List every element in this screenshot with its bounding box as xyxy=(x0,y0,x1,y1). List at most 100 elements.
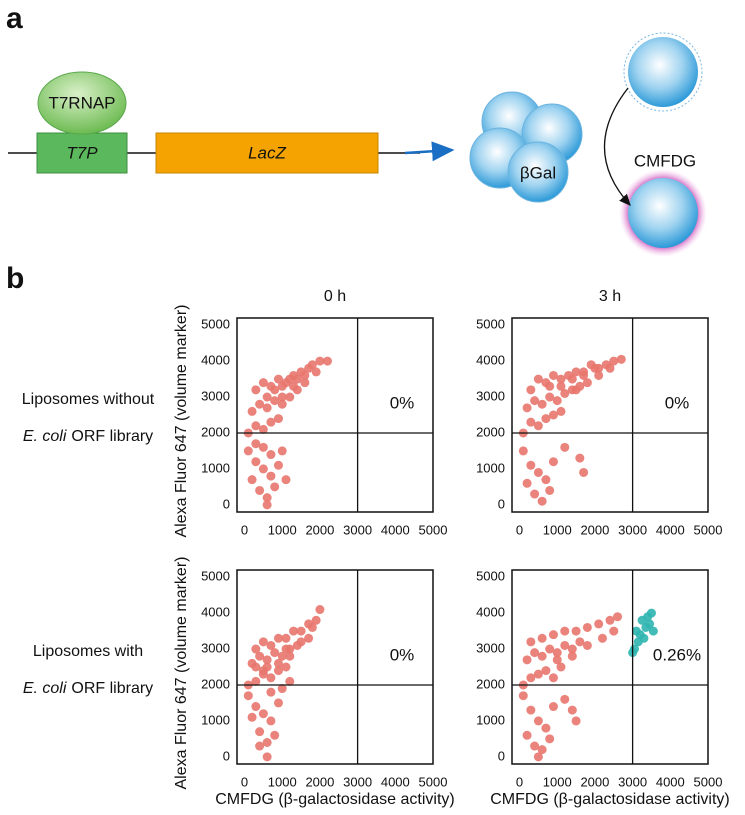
point xyxy=(637,615,647,625)
point xyxy=(552,396,562,406)
point xyxy=(307,360,317,370)
point xyxy=(605,363,615,373)
gene-box xyxy=(155,132,379,174)
y-tick-label: 0 xyxy=(223,748,230,763)
panel-label: a xyxy=(6,2,23,35)
point xyxy=(590,363,600,373)
point xyxy=(251,676,261,686)
point xyxy=(545,392,555,402)
point xyxy=(575,637,585,647)
point xyxy=(556,662,566,672)
point xyxy=(526,385,536,395)
point xyxy=(289,626,299,636)
y-tick-label: 2000 xyxy=(476,676,505,691)
x-tick-label: 1000 xyxy=(543,522,572,537)
point xyxy=(270,648,280,658)
point xyxy=(556,406,566,416)
arrow xyxy=(404,141,455,162)
point xyxy=(526,417,536,427)
point xyxy=(255,399,265,409)
x-tick-label: 1000 xyxy=(543,774,572,789)
point xyxy=(522,655,532,665)
point xyxy=(281,633,291,643)
point xyxy=(247,712,257,722)
scatter-plot: 0 1000 2000 3000 4000 5000 0 1000 2000 3000 4000 50… xyxy=(201,569,447,790)
point xyxy=(522,403,532,413)
plot-frame xyxy=(236,317,434,513)
row-label: Liposomes with xyxy=(33,643,143,660)
point xyxy=(648,626,658,636)
row-label-rest: ORF library xyxy=(71,428,153,445)
point xyxy=(285,676,295,686)
x-tick-label: 5000 xyxy=(694,522,723,537)
point xyxy=(537,633,547,643)
polymerase-label: T7RNAP xyxy=(48,93,115,112)
quadrant-percent: 0% xyxy=(390,393,415,412)
point xyxy=(530,489,540,499)
point xyxy=(548,702,558,712)
x-tick-label: 3000 xyxy=(618,522,647,537)
column-title: 0 h xyxy=(324,288,346,305)
point xyxy=(255,485,265,495)
point xyxy=(270,396,280,406)
point xyxy=(266,471,276,481)
y-tick-label: 5000 xyxy=(201,317,230,332)
y-tick-label: 3000 xyxy=(201,388,230,403)
x-tick-label: 0 xyxy=(241,522,248,537)
point xyxy=(533,421,543,431)
point xyxy=(533,752,543,762)
row-label: E. coli ORF library xyxy=(23,428,153,445)
y-tick-label: 2000 xyxy=(201,424,230,439)
point xyxy=(582,622,592,632)
point xyxy=(533,716,543,726)
point xyxy=(530,741,540,751)
quadrant-percent: 0% xyxy=(665,393,690,412)
point xyxy=(273,633,283,643)
point xyxy=(258,424,268,434)
point xyxy=(526,673,536,683)
x-tick-label: 3000 xyxy=(343,774,372,789)
point xyxy=(258,709,268,719)
point xyxy=(262,500,272,510)
point xyxy=(582,378,592,388)
point xyxy=(311,367,321,377)
point xyxy=(609,626,619,636)
x-tick-label: 5000 xyxy=(419,522,448,537)
y-tick-label: 0 xyxy=(498,496,505,511)
point xyxy=(526,705,536,715)
x-tick-label: 0 xyxy=(516,522,523,537)
x-tick-label: 4000 xyxy=(656,774,685,789)
point xyxy=(526,460,536,470)
point xyxy=(277,446,287,456)
point xyxy=(639,633,649,643)
scatter-plot: 0 1000 2000 3000 4000 5000 0 1000 2000 3000 4000 50… xyxy=(476,569,722,790)
point xyxy=(541,414,551,424)
enzyme-label: βGal xyxy=(520,163,556,182)
y-tick-label: 3000 xyxy=(201,640,230,655)
x-tick-label: 1000 xyxy=(268,774,297,789)
point xyxy=(266,687,276,697)
point xyxy=(526,637,536,647)
y-tick-label: 3000 xyxy=(476,388,505,403)
point xyxy=(548,370,558,380)
y-tick-label: 1000 xyxy=(201,460,230,475)
point xyxy=(251,644,261,654)
quadrant-percent: 0% xyxy=(390,645,415,664)
y-axis-label: Alexa Fluor 647 (volume marker) xyxy=(173,305,190,538)
point xyxy=(258,464,268,474)
y-tick-label: 3000 xyxy=(476,640,505,655)
polymerase xyxy=(37,71,127,135)
y-tick-label: 2000 xyxy=(201,676,230,691)
point xyxy=(537,399,547,409)
point xyxy=(560,694,570,704)
x-tick-label: 2000 xyxy=(580,774,609,789)
point xyxy=(255,727,265,737)
point xyxy=(262,403,272,413)
point xyxy=(548,630,558,640)
point xyxy=(567,705,577,715)
x-axis-label: CMFDG (β-galactosidase activity) xyxy=(490,791,729,808)
scatter-plot: 0 1000 2000 3000 4000 5000 0 1000 2000 3000 4000 50… xyxy=(201,317,447,538)
y-tick-label: 4000 xyxy=(201,605,230,620)
point xyxy=(541,666,551,676)
